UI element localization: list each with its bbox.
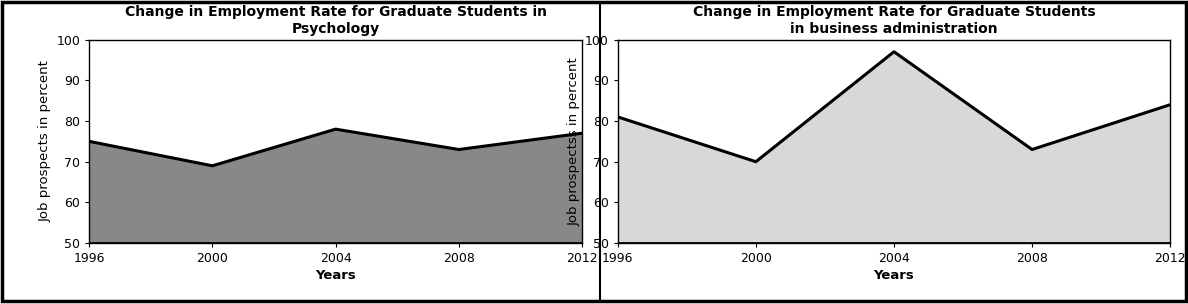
- Y-axis label: Job prospectss in percent: Job prospectss in percent: [568, 57, 581, 226]
- X-axis label: Years: Years: [873, 269, 915, 282]
- Title: Change in Employment Rate for Graduate Students
in business administration: Change in Employment Rate for Graduate S…: [693, 5, 1095, 36]
- Y-axis label: Job prospects in percent: Job prospects in percent: [39, 60, 52, 222]
- X-axis label: Years: Years: [315, 269, 356, 282]
- Title: Change in Employment Rate for Graduate Students in
Psychology: Change in Employment Rate for Graduate S…: [125, 5, 546, 36]
